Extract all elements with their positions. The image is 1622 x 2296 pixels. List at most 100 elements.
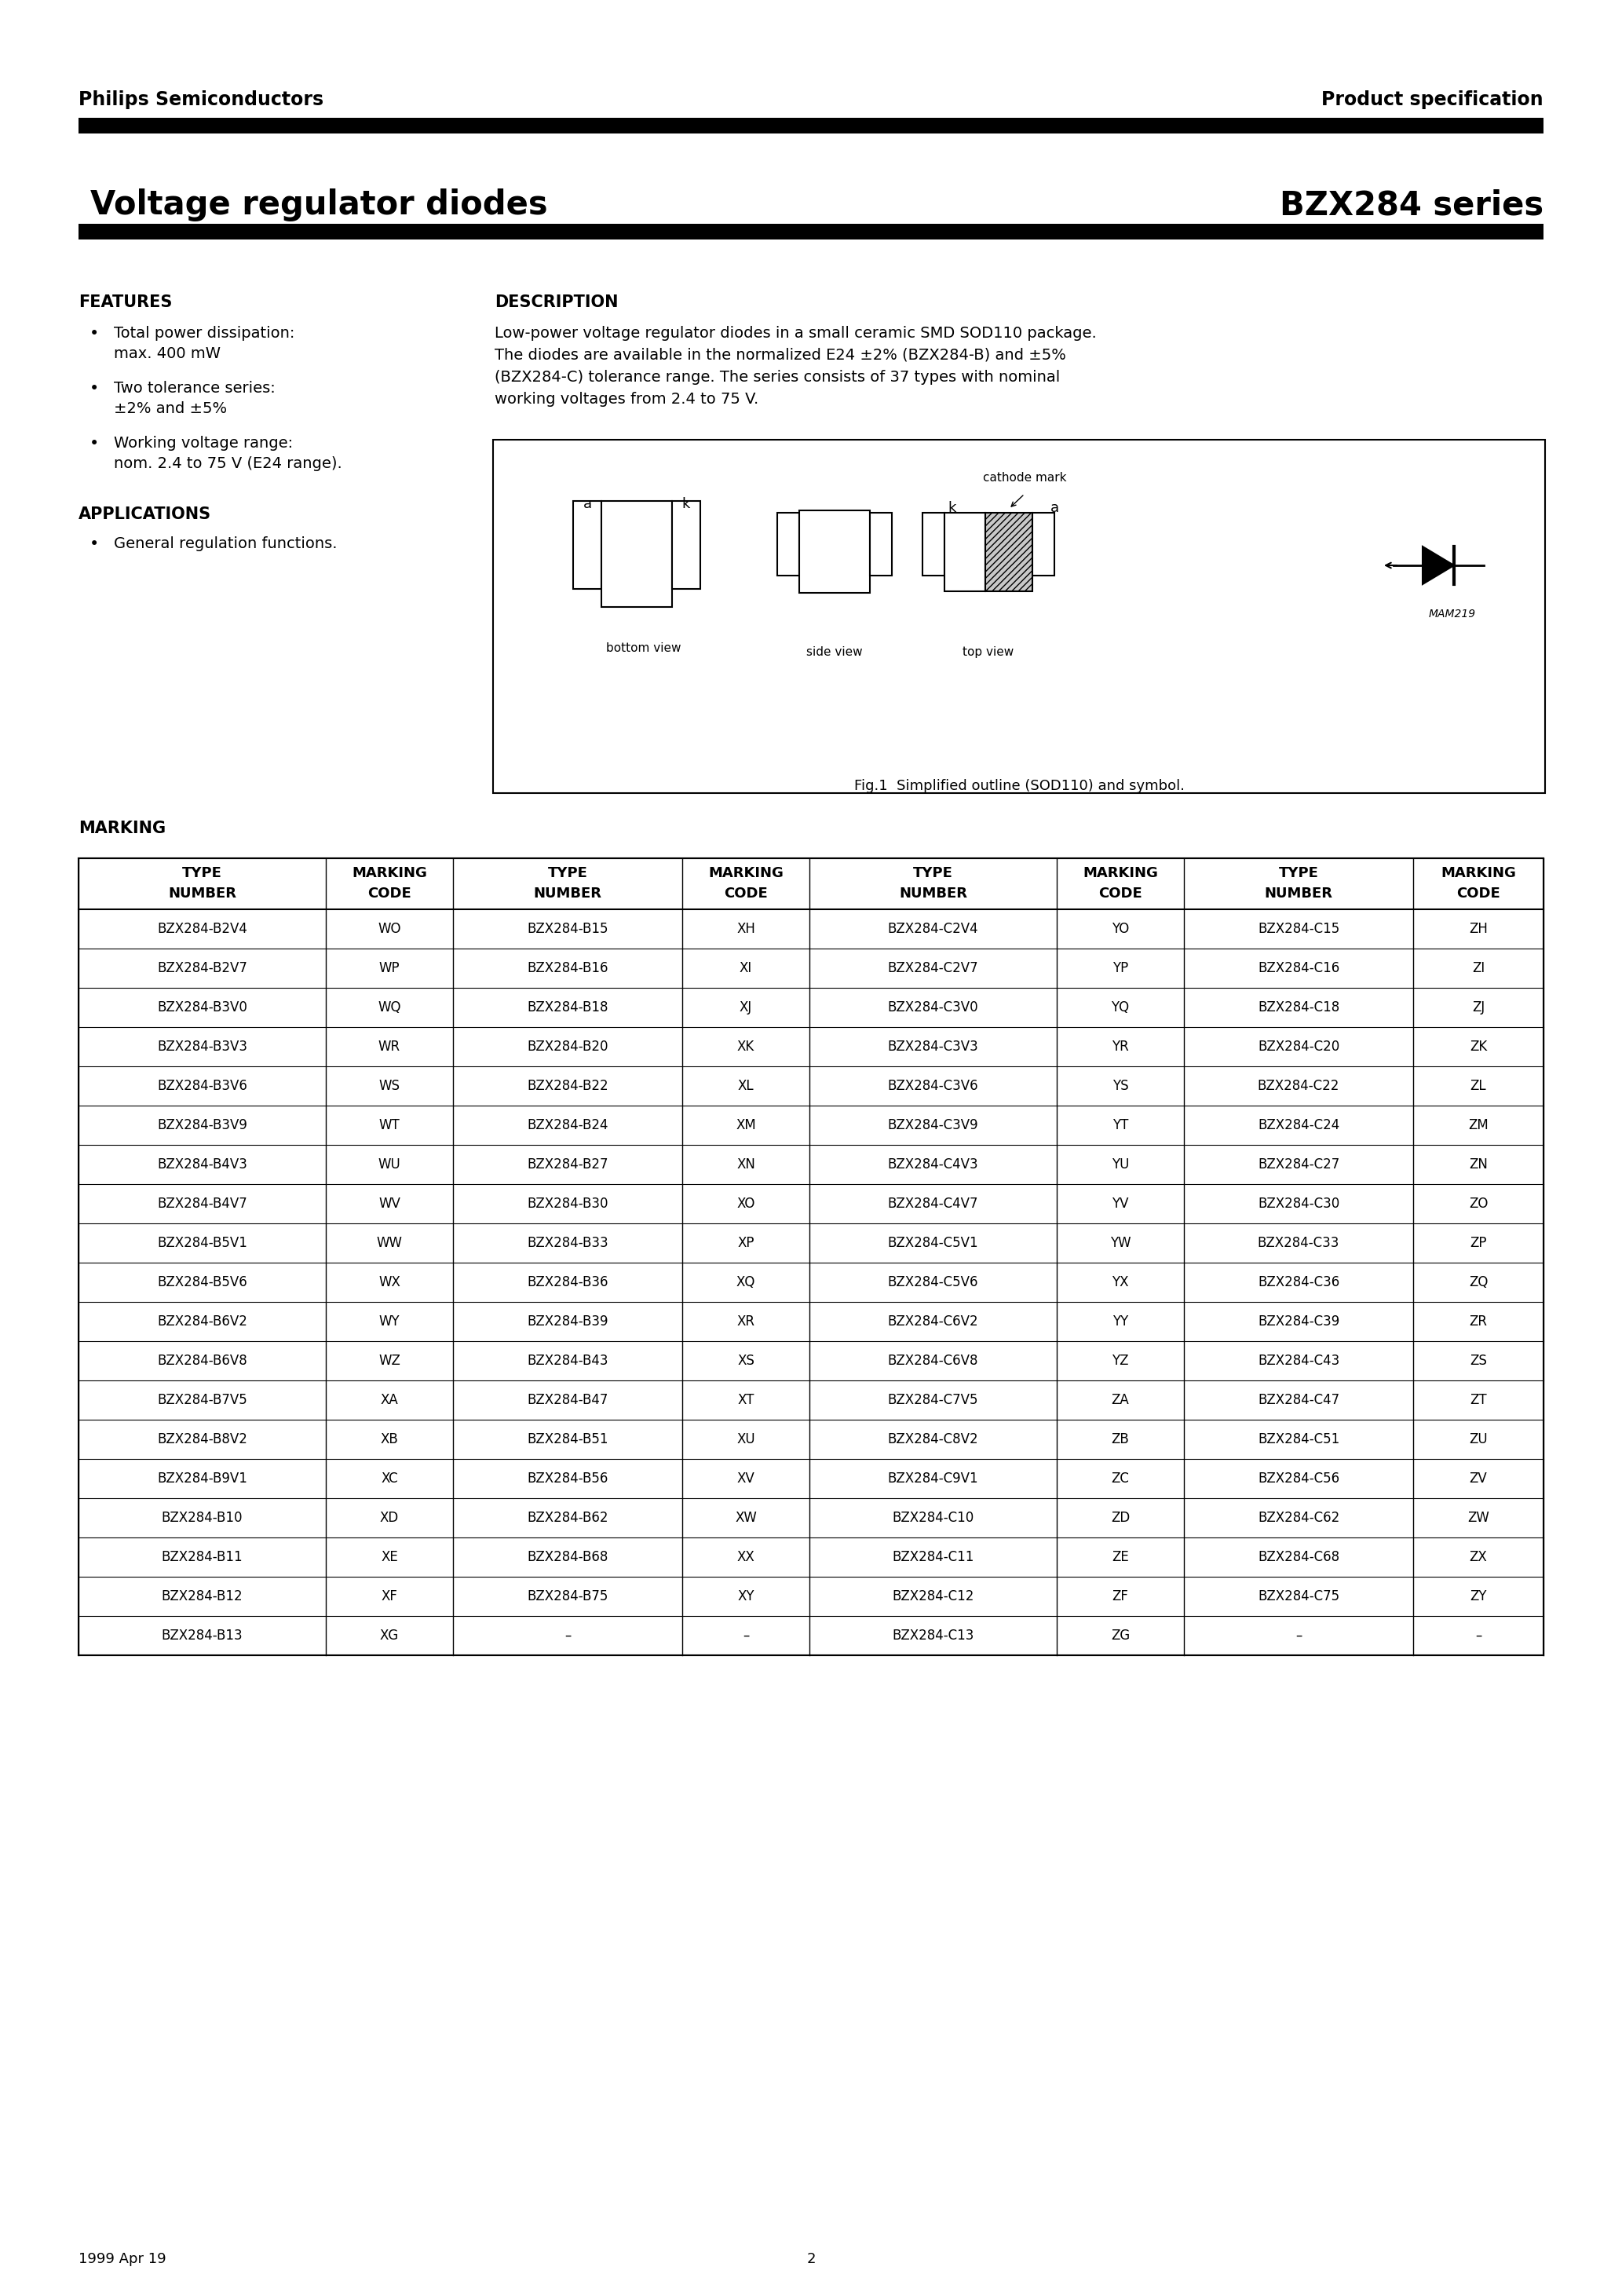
Text: BZX284-B3V0: BZX284-B3V0 [157, 1001, 247, 1015]
Text: Philips Semiconductors: Philips Semiconductors [78, 90, 323, 110]
Text: BZX284-B11: BZX284-B11 [162, 1550, 243, 1564]
Text: –: – [743, 1628, 749, 1642]
Text: FEATURES: FEATURES [78, 294, 172, 310]
Text: XX: XX [736, 1550, 754, 1564]
Text: Low-power voltage regulator diodes in a small ceramic SMD SOD110 package.: Low-power voltage regulator diodes in a … [495, 326, 1096, 340]
Text: MAM219: MAM219 [1429, 608, 1476, 620]
Text: side view: side view [806, 645, 863, 659]
Text: XF: XF [381, 1589, 397, 1603]
Text: BZX284-C22: BZX284-C22 [1257, 1079, 1340, 1093]
Text: MARKING: MARKING [1440, 866, 1517, 879]
Text: BZX284-C30: BZX284-C30 [1257, 1196, 1340, 1210]
Text: Fig.1  Simplified outline (SOD110) and symbol.: Fig.1 Simplified outline (SOD110) and sy… [853, 778, 1184, 792]
Text: NUMBER: NUMBER [534, 886, 602, 900]
Text: WS: WS [380, 1079, 401, 1093]
Text: BZX284-B24: BZX284-B24 [527, 1118, 608, 1132]
Text: ZH: ZH [1470, 923, 1487, 937]
Text: YP: YP [1113, 962, 1129, 976]
Text: BZX284-B51: BZX284-B51 [527, 1433, 608, 1446]
Text: ZI: ZI [1471, 962, 1484, 976]
Text: Product specification: Product specification [1322, 90, 1544, 110]
Text: CODE: CODE [723, 886, 767, 900]
Text: XA: XA [381, 1394, 399, 1407]
Text: 2: 2 [806, 2252, 816, 2266]
Bar [1032, 512, 1054, 576]
Bar [923, 512, 944, 576]
Bar [672, 501, 701, 588]
Text: YS: YS [1113, 1079, 1129, 1093]
Text: XI: XI [740, 962, 753, 976]
Bar [800, 510, 869, 592]
Text: BZX284-C33: BZX284-C33 [1257, 1235, 1340, 1249]
Bar [78, 117, 1544, 133]
Text: YT: YT [1113, 1118, 1129, 1132]
Text: BZX284-B4V3: BZX284-B4V3 [157, 1157, 247, 1171]
Text: YO: YO [1111, 923, 1129, 937]
Text: WT: WT [380, 1118, 401, 1132]
Text: TYPE: TYPE [1278, 866, 1319, 879]
Text: k: k [683, 496, 691, 512]
Bar [777, 512, 800, 576]
Text: ZW: ZW [1468, 1511, 1489, 1525]
Text: ±2% and ±5%: ±2% and ±5% [114, 402, 227, 416]
Text: XB: XB [381, 1433, 399, 1446]
Text: Total power dissipation:: Total power dissipation: [114, 326, 295, 340]
Text: YU: YU [1111, 1157, 1129, 1171]
Text: BZX284-C2V7: BZX284-C2V7 [887, 962, 978, 976]
Text: ZX: ZX [1470, 1550, 1487, 1564]
Text: BZX284-B4V7: BZX284-B4V7 [157, 1196, 247, 1210]
Bar [944, 512, 985, 592]
Text: WY: WY [380, 1316, 401, 1329]
Text: BZX284-C75: BZX284-C75 [1257, 1589, 1340, 1603]
Text: BZX284-B30: BZX284-B30 [527, 1196, 608, 1210]
Text: XG: XG [380, 1628, 399, 1642]
Text: –: – [1296, 1628, 1302, 1642]
Text: ZP: ZP [1470, 1235, 1487, 1249]
Text: bottom view: bottom view [607, 643, 681, 654]
Text: CODE: CODE [368, 886, 412, 900]
Text: XE: XE [381, 1550, 397, 1564]
Text: BZX284-C3V0: BZX284-C3V0 [887, 1001, 978, 1015]
Text: WR: WR [378, 1040, 401, 1054]
Text: XU: XU [736, 1433, 756, 1446]
Text: CODE: CODE [1457, 886, 1500, 900]
Text: ZD: ZD [1111, 1511, 1131, 1525]
Text: BZX284-C6V2: BZX284-C6V2 [887, 1316, 978, 1329]
Text: •: • [89, 326, 99, 342]
Text: BZX284-B10: BZX284-B10 [162, 1511, 243, 1525]
Text: –: – [564, 1628, 571, 1642]
Text: BZX284-C3V9: BZX284-C3V9 [887, 1118, 978, 1132]
Text: BZX284-C9V1: BZX284-C9V1 [887, 1472, 978, 1486]
Text: XL: XL [738, 1079, 754, 1093]
Text: XO: XO [736, 1196, 754, 1210]
Text: BZX284-C4V3: BZX284-C4V3 [887, 1157, 978, 1171]
Bar [985, 512, 1032, 592]
Text: DESCRIPTION: DESCRIPTION [495, 294, 618, 310]
Text: BZX284-C18: BZX284-C18 [1257, 1001, 1340, 1015]
Text: BZX284-C4V7: BZX284-C4V7 [887, 1196, 978, 1210]
Text: BZX284-C6V8: BZX284-C6V8 [887, 1355, 978, 1368]
Text: BZX284-B75: BZX284-B75 [527, 1589, 608, 1603]
Text: MARKING: MARKING [352, 866, 427, 879]
Text: BZX284-C68: BZX284-C68 [1257, 1550, 1340, 1564]
Text: BZX284-B18: BZX284-B18 [527, 1001, 608, 1015]
Text: Working voltage range:: Working voltage range: [114, 436, 294, 450]
Text: The diodes are available in the normalized E24 ±2% (BZX284-B) and ±5%: The diodes are available in the normaliz… [495, 349, 1066, 363]
Text: BZX284-B22: BZX284-B22 [527, 1079, 608, 1093]
Bar [78, 223, 1544, 239]
Text: BZX284-C47: BZX284-C47 [1257, 1394, 1340, 1407]
Text: BZX284-C56: BZX284-C56 [1257, 1472, 1340, 1486]
Text: MARKING: MARKING [78, 820, 165, 836]
Text: XM: XM [736, 1118, 756, 1132]
Text: ZB: ZB [1111, 1433, 1129, 1446]
Text: a: a [582, 496, 592, 512]
Text: ZT: ZT [1470, 1394, 1487, 1407]
Text: MARKING: MARKING [1083, 866, 1158, 879]
Text: BZX284-C24: BZX284-C24 [1257, 1118, 1340, 1132]
Text: YY: YY [1113, 1316, 1129, 1329]
Text: ZO: ZO [1470, 1196, 1487, 1210]
Text: BZX284-B13: BZX284-B13 [162, 1628, 243, 1642]
Text: ZS: ZS [1470, 1355, 1487, 1368]
Text: BZX284-C16: BZX284-C16 [1257, 962, 1340, 976]
Text: YW: YW [1109, 1235, 1131, 1249]
